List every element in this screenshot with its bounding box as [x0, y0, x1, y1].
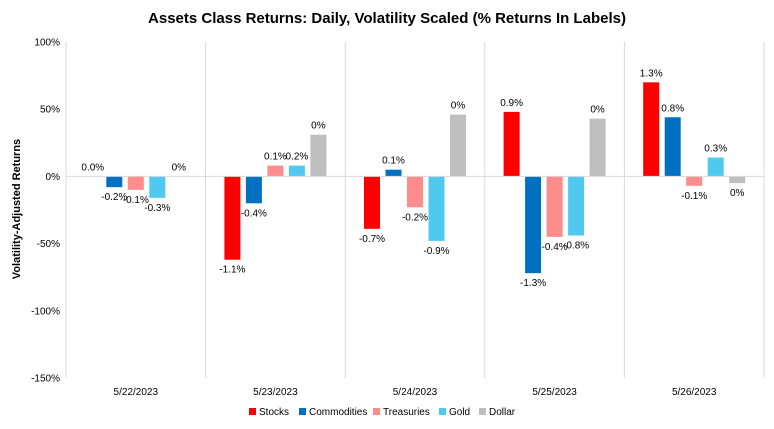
y-axis: 100% 50% 0% -50% -100% -150% — [31, 38, 60, 385]
bar-gold-2 — [288, 165, 305, 177]
y-tick-label: 100% — [34, 38, 60, 49]
data-label: -0.1% — [681, 191, 707, 202]
bar-dollar-4 — [589, 118, 606, 177]
data-labels: 0.0%-0.2%-0.1%-0.3%0%-1.1%-0.4%0.1%0.2%0… — [81, 68, 744, 289]
data-label: -0.2% — [101, 192, 127, 203]
bar-treasuries-1 — [127, 176, 144, 190]
data-label: 0.2% — [286, 152, 309, 163]
data-label: -0.1% — [123, 195, 149, 206]
legend-label-treasuries: Treasuries — [383, 407, 430, 418]
chart-title: Assets Class Returns: Daily, Volatility … — [148, 10, 626, 27]
data-label: 0.3% — [704, 144, 727, 155]
y-axis-title: Volatility-Adjusted Returns — [11, 139, 23, 279]
legend-swatch-gold — [439, 408, 446, 415]
legend-swatch-stocks — [249, 408, 256, 415]
bar-dollar-2 — [310, 134, 327, 177]
data-label: 0.9% — [500, 98, 523, 109]
legend-swatch-treasuries — [373, 408, 380, 415]
legend-label-commodities: Commodities — [309, 407, 367, 418]
bar-commodities-2 — [245, 176, 262, 204]
data-label: -0.8% — [563, 241, 589, 252]
data-label: 0.0% — [81, 162, 104, 173]
data-label: 0% — [590, 105, 605, 116]
legend-label-gold: Gold — [449, 407, 470, 418]
bar-dollar-3 — [450, 114, 466, 177]
category-grid — [65, 42, 765, 378]
bar-treasuries-2 — [267, 165, 284, 177]
bar-gold-4 — [568, 176, 585, 236]
data-label: 0.8% — [661, 103, 684, 114]
bar-stocks-4 — [503, 111, 520, 177]
data-label: 0% — [311, 121, 326, 132]
data-label: 1.3% — [640, 68, 663, 79]
data-label: -1.3% — [520, 278, 546, 289]
legend-swatch-dollar — [479, 408, 486, 415]
data-label: -0.7% — [359, 234, 385, 245]
data-label: 0% — [730, 188, 745, 199]
bar-commodities-5 — [664, 117, 681, 177]
bar-gold-3 — [428, 176, 445, 241]
legend-label-dollar: Dollar — [489, 407, 516, 418]
data-label: -0.3% — [144, 203, 170, 214]
bar-treasuries-3 — [407, 176, 423, 208]
data-label: 0% — [172, 162, 187, 173]
x-tick-label: 5/22/2023 — [114, 387, 159, 398]
legend-label-stocks: Stocks — [259, 407, 289, 418]
bar-gold-1 — [149, 176, 166, 198]
bar-dollar-5 — [729, 176, 746, 184]
data-label: -1.1% — [219, 265, 245, 276]
y-tick-label: -150% — [31, 374, 60, 385]
bar-treasuries-4 — [546, 176, 563, 237]
data-label: -0.4% — [542, 242, 568, 253]
bar-gold-5 — [707, 157, 724, 177]
bar-commodities-1 — [106, 176, 123, 188]
data-label: -0.2% — [402, 212, 428, 223]
data-label: -0.4% — [241, 208, 267, 219]
data-label: 0.1% — [264, 152, 287, 163]
x-tick-label: 5/25/2023 — [532, 387, 577, 398]
bar-stocks-2 — [224, 176, 241, 260]
legend-swatch-commodities — [299, 408, 306, 415]
data-label: -0.9% — [423, 246, 449, 257]
x-tick-label: 5/26/2023 — [672, 387, 717, 398]
data-label: 0% — [451, 101, 466, 112]
y-tick-label: -50% — [37, 239, 60, 250]
y-tick-label: 0% — [46, 172, 61, 183]
bars — [106, 82, 746, 274]
y-tick-label: -100% — [31, 306, 60, 317]
bar-stocks-3 — [364, 176, 380, 229]
bar-commodities-4 — [525, 176, 542, 274]
data-label: 0.1% — [382, 156, 405, 167]
legend: Stocks Commodities Treasuries Gold Dollar — [249, 407, 516, 418]
x-tick-label: 5/24/2023 — [393, 387, 438, 398]
x-tick-label: 5/23/2023 — [253, 387, 298, 398]
bar-treasuries-5 — [686, 176, 703, 186]
bar-stocks-5 — [643, 82, 660, 177]
y-tick-label: 50% — [40, 105, 60, 116]
x-axis: 5/22/2023 5/23/2023 5/24/2023 5/25/2023 5/26… — [114, 387, 717, 398]
bar-commodities-3 — [385, 169, 402, 177]
